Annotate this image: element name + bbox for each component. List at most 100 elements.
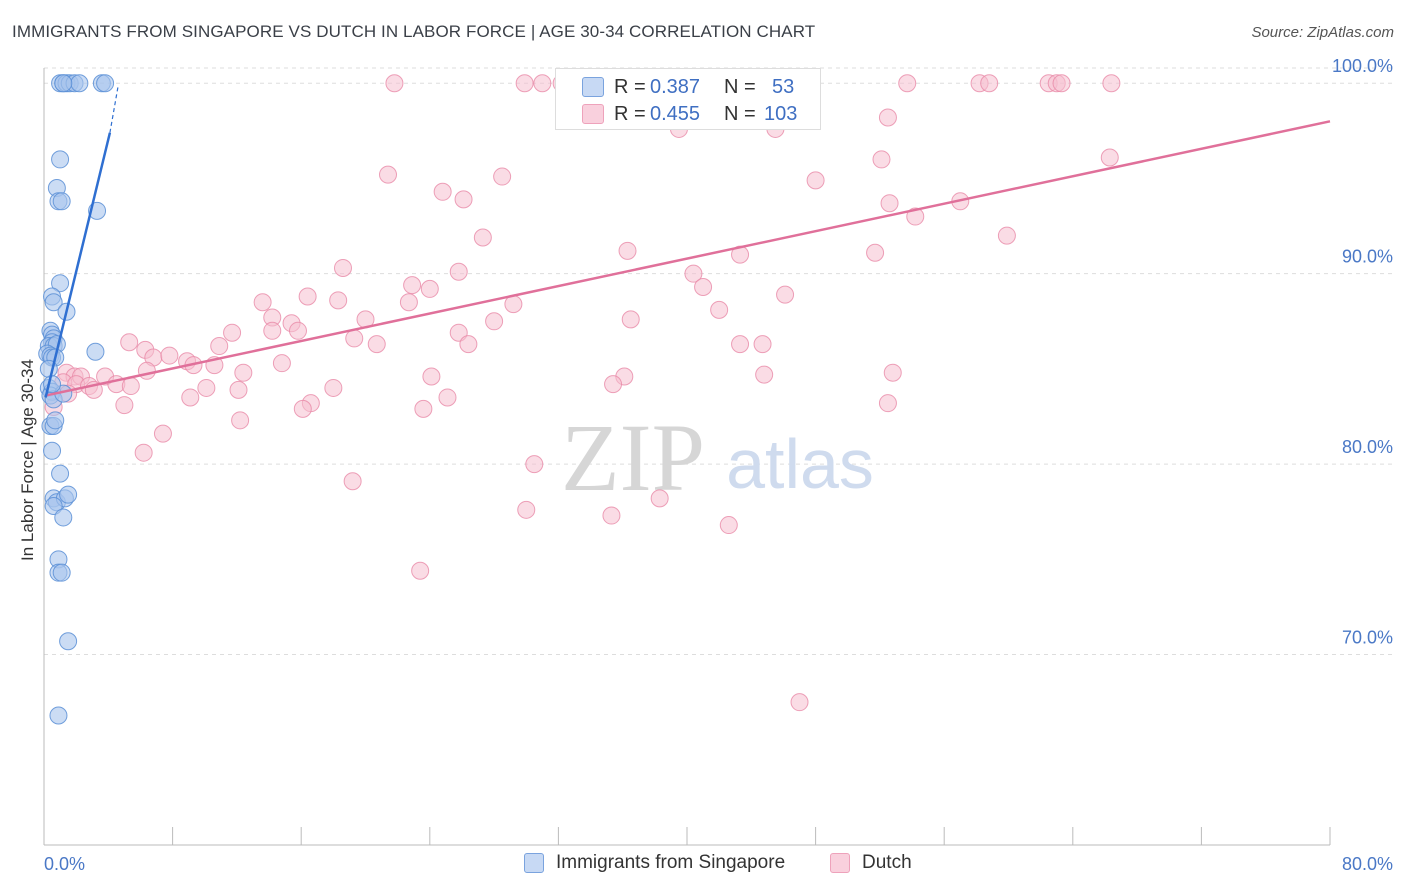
dutch-point	[1102, 74, 1121, 93]
stats-legend: R = 0.387 N = 53 R = 0.455 N = 103	[555, 68, 821, 130]
dutch-point	[345, 329, 364, 348]
dutch-point	[454, 190, 473, 209]
tick-labels: 70.0% 80.0% 90.0% 100.0% 0.0% 80.0%	[44, 56, 1393, 874]
dutch-point	[160, 346, 179, 365]
singapore-trend-extension	[109, 86, 119, 133]
dutch-point	[719, 516, 738, 535]
dutch-point	[694, 278, 713, 297]
singapore-point	[51, 464, 70, 483]
dutch-point	[422, 367, 441, 386]
dutch-point	[515, 74, 534, 93]
dutch-trend-line	[45, 120, 1331, 397]
dutch-point	[906, 207, 925, 226]
dutch-point	[753, 335, 772, 354]
dutch-point	[399, 293, 418, 312]
dutch-point	[120, 333, 139, 352]
singapore-point	[44, 293, 63, 312]
dutch-point	[602, 506, 621, 525]
dutch-point	[153, 424, 172, 443]
singapore-point	[49, 706, 68, 725]
dutch-point	[485, 312, 504, 331]
dutch-point	[517, 500, 536, 519]
legend: Immigrants from Singapore Dutch	[0, 852, 1406, 878]
singapore-point	[52, 563, 71, 582]
dutch-point	[790, 693, 809, 712]
chart-title: IMMIGRANTS FROM SINGAPORE VS DUTCH IN LA…	[12, 22, 816, 41]
dutch-point	[533, 74, 552, 93]
singapore-point	[54, 508, 73, 527]
dutch-point	[293, 399, 312, 418]
stats-row-singapore: R = 0.387 N = 53	[556, 73, 820, 101]
dutch-point	[288, 321, 307, 340]
dutch-point	[980, 74, 999, 93]
stats-n-label: N =	[724, 102, 756, 125]
dutch-point	[525, 455, 544, 474]
dutch-point	[1052, 74, 1071, 93]
legend-item-singapore[interactable]: Immigrants from Singapore	[524, 852, 785, 874]
dutch-point	[473, 228, 492, 247]
stats-n-label: N =	[724, 75, 756, 98]
stats-n-value: 53	[772, 75, 795, 98]
y-tick-label: 80.0%	[1342, 437, 1393, 457]
dutch-point	[411, 561, 430, 580]
dutch-point	[493, 167, 512, 186]
dutch-point	[776, 285, 795, 304]
legend-swatch-pink	[830, 853, 850, 873]
dutch-point	[253, 293, 272, 312]
dutch-point	[403, 276, 422, 295]
dutch-point	[433, 182, 452, 201]
dutch-point	[878, 394, 897, 413]
source-label: Source: ZipAtlas.com	[1251, 24, 1394, 41]
axes	[43, 68, 1331, 846]
series-singapore	[38, 74, 115, 725]
singapore-point	[96, 74, 115, 93]
singapore-point	[43, 441, 62, 460]
stats-n-value: 103	[764, 102, 798, 125]
dutch-point	[866, 243, 885, 262]
dutch-point	[229, 380, 248, 399]
watermark-atlas: atlas	[726, 425, 874, 503]
stats-swatch-blue	[582, 77, 604, 97]
y-tick-label: 90.0%	[1342, 247, 1393, 267]
dutch-point	[197, 378, 216, 397]
stats-r-value: 0.455	[650, 102, 701, 125]
dutch-point	[263, 321, 282, 340]
dutch-point	[223, 323, 242, 342]
dutch-point	[1100, 148, 1119, 167]
dutch-point	[872, 150, 891, 169]
singapore-point	[52, 192, 71, 211]
dutch-point	[343, 472, 362, 491]
singapore-point	[46, 411, 65, 430]
singapore-point	[51, 274, 70, 293]
singapore-point	[51, 150, 70, 169]
singapore-point	[70, 74, 89, 93]
dutch-point	[755, 365, 774, 384]
dutch-point	[604, 375, 623, 394]
watermark-zip: ZIP	[561, 404, 705, 511]
stats-row-dutch: R = 0.455 N = 103	[556, 100, 820, 128]
singapore-point	[59, 485, 78, 504]
legend-label-dutch: Dutch	[862, 852, 912, 873]
dutch-point	[449, 262, 468, 281]
legend-label-singapore: Immigrants from Singapore	[556, 852, 786, 873]
dutch-point	[181, 388, 200, 407]
singapore-point	[86, 342, 105, 361]
gridlines	[44, 67, 1392, 656]
dutch-point	[210, 337, 229, 356]
dutch-point	[898, 74, 917, 93]
dutch-point	[329, 291, 348, 310]
stats-r-label: R =	[614, 75, 646, 98]
dutch-point	[650, 489, 669, 508]
dutch-point	[333, 258, 352, 277]
series-dutch	[44, 74, 1121, 712]
dutch-point	[379, 165, 398, 184]
y-tick-label: 70.0%	[1342, 628, 1393, 648]
dutch-point	[234, 363, 253, 382]
dutch-point	[731, 335, 750, 354]
stats-swatch-pink	[582, 104, 604, 124]
legend-item-dutch[interactable]: Dutch	[830, 852, 912, 874]
dutch-point	[272, 354, 291, 373]
dutch-point	[385, 74, 404, 93]
dutch-point	[684, 264, 703, 283]
